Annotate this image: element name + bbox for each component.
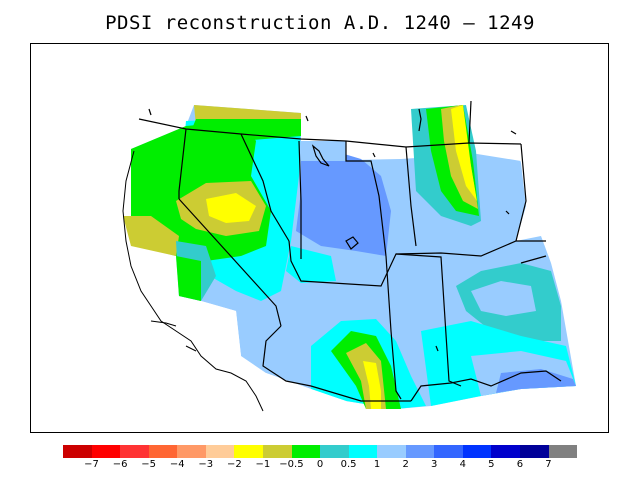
coastline bbox=[122, 150, 264, 412]
region-pdsi-05-utah bbox=[286, 246, 336, 283]
legend-tick-label: 5 bbox=[488, 459, 495, 470]
state-boundaries bbox=[138, 100, 562, 402]
legend-swatch bbox=[434, 445, 463, 458]
legend-tick-label: −4 bbox=[169, 459, 185, 470]
region-pdsi-2-wy bbox=[301, 141, 346, 161]
region-pdsi-neg2-az bbox=[363, 361, 381, 409]
lakes bbox=[148, 108, 517, 352]
region-pdsi-neg1-coast bbox=[123, 216, 179, 256]
pdsi-map bbox=[122, 100, 576, 432]
legend-tick-label: −3 bbox=[198, 459, 214, 470]
region-pdsi-2-se bbox=[471, 281, 536, 316]
legend-tick-label: −2 bbox=[226, 459, 242, 470]
region-nodata-mexico bbox=[241, 373, 356, 432]
legend-tick-label: 0 bbox=[316, 459, 324, 470]
legend-tick-label: 2 bbox=[402, 459, 409, 470]
legend-swatch bbox=[91, 445, 121, 458]
region-pdsi-0-north bbox=[191, 119, 301, 141]
legend-tick-label: −5 bbox=[141, 459, 157, 470]
legend-tick-label: 4 bbox=[459, 459, 466, 470]
legend-tick-label: 0.5 bbox=[340, 459, 357, 470]
legend-tick-label: −1 bbox=[255, 459, 271, 470]
legend-swatch bbox=[320, 445, 349, 458]
legend-tick-label: −0.5 bbox=[279, 459, 304, 470]
legend-colorbar bbox=[63, 445, 578, 458]
legend-swatch bbox=[462, 445, 492, 458]
legend-swatch bbox=[63, 445, 92, 458]
legend-swatch bbox=[234, 445, 263, 458]
region-pdsi-0-cal bbox=[176, 256, 201, 301]
region-nodata-ne bbox=[469, 105, 521, 161]
legend-swatch bbox=[520, 445, 549, 458]
legend-swatch bbox=[148, 445, 178, 458]
legend-tick-label: 7 bbox=[545, 459, 552, 470]
legend-tick-label: 1 bbox=[373, 459, 381, 470]
map-title: PDSI reconstruction A.D. 1240 – 1249 bbox=[105, 12, 535, 34]
region-pdsi-neg2-ne bbox=[451, 105, 477, 201]
legend-tick-label: −7 bbox=[84, 459, 99, 470]
region-pdsi-neg2-or bbox=[206, 193, 256, 223]
legend-ticks: −7 −6 −5 −4 −3 −2 −1 −0.5 0 0.5 1 2 3 4 5 6 7 bbox=[63, 459, 577, 475]
legend-tick-label: 6 bbox=[516, 459, 524, 470]
legend-tick-label: −6 bbox=[112, 459, 128, 470]
legend-swatch bbox=[491, 445, 520, 458]
region-nodata-sw bbox=[201, 301, 241, 356]
legend-swatch bbox=[120, 445, 149, 458]
map-frame bbox=[30, 43, 609, 433]
legend-swatch bbox=[177, 445, 206, 458]
legend-swatch bbox=[291, 445, 321, 458]
legend-swatch bbox=[348, 445, 378, 458]
legend-swatch bbox=[262, 445, 292, 458]
legend-tick-label: 3 bbox=[431, 459, 438, 470]
region-pdsi-2to3-center bbox=[296, 141, 391, 256]
legend-swatch bbox=[377, 445, 406, 458]
legend-swatch bbox=[205, 445, 235, 458]
legend-swatch bbox=[548, 445, 578, 458]
legend-swatch bbox=[405, 445, 435, 458]
